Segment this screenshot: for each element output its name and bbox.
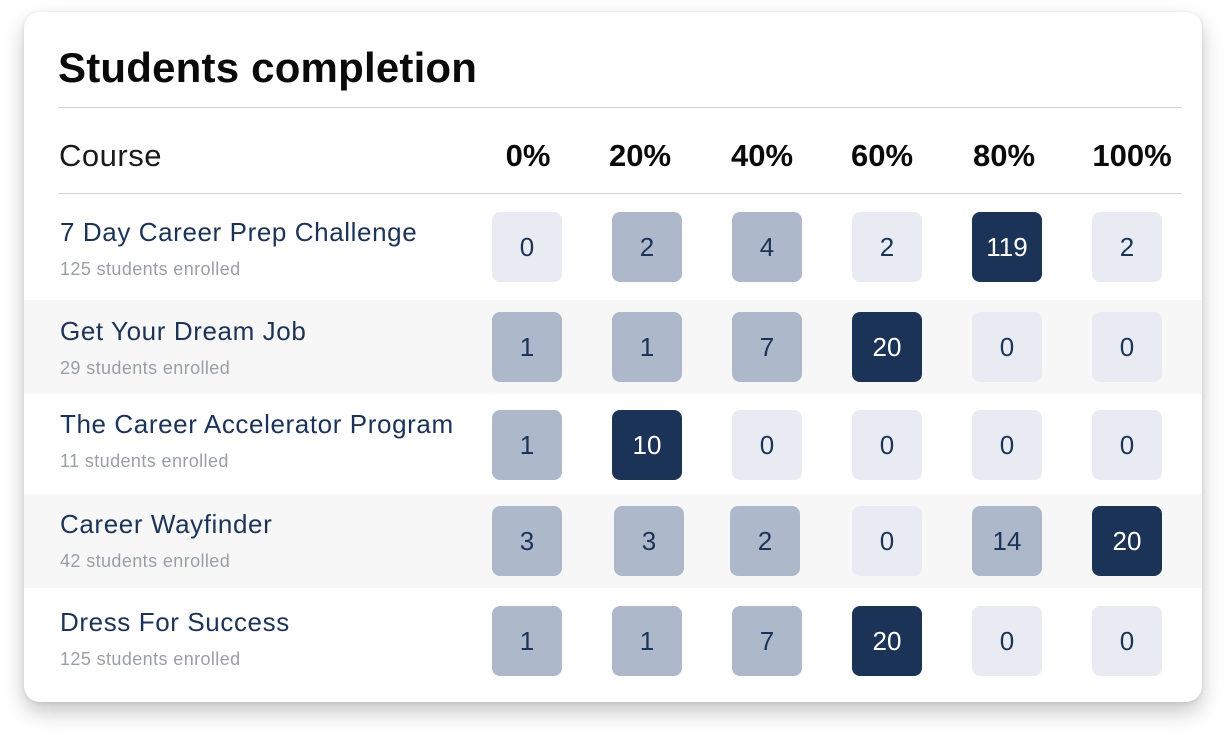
completion-cell-40[interactable]: 4 <box>732 212 802 282</box>
completion-cell-100[interactable]: 20 <box>1092 506 1162 576</box>
completion-cell-60[interactable]: 0 <box>852 506 922 576</box>
course-name[interactable]: Get Your Dream Job <box>60 316 307 346</box>
completion-cell-80[interactable]: 119 <box>972 212 1042 282</box>
completion-cell-40[interactable]: 7 <box>732 606 802 676</box>
course-name[interactable]: The Career Accelerator Program <box>60 409 454 439</box>
card-title: Students completion <box>58 44 478 91</box>
table-row: Get Your Dream Job 29 students enrolled 1 1… <box>24 300 1202 394</box>
table-header: Course 0% 20% 40% 60% 80% 100% <box>24 136 1202 176</box>
completion-cell-100[interactable]: 0 <box>1092 606 1162 676</box>
table-row: The Career Accelerator Program 11 student… <box>24 394 1202 494</box>
enrolled-count: 125 students enrolled <box>60 649 241 669</box>
completion-cell-40[interactable]: 0 <box>732 410 802 480</box>
completion-cell-0[interactable]: 1 <box>492 312 562 382</box>
completion-cell-100[interactable]: 0 <box>1092 410 1162 480</box>
completion-cell-60[interactable]: 20 <box>852 312 922 382</box>
completion-cell-100[interactable]: 0 <box>1092 312 1162 382</box>
column-header-80: 80% <box>972 138 1036 173</box>
completion-cell-0[interactable]: 1 <box>492 606 562 676</box>
completion-cell-0[interactable]: 3 <box>492 506 562 576</box>
column-header-20: 20% <box>608 138 672 173</box>
completion-cell-60[interactable]: 0 <box>852 410 922 480</box>
title-divider <box>58 107 1182 108</box>
course-name[interactable]: Dress For Success <box>60 607 290 637</box>
completion-cell-80[interactable]: 0 <box>972 410 1042 480</box>
column-header-100: 100% <box>1092 138 1172 173</box>
column-header-40: 40% <box>730 138 794 173</box>
course-name[interactable]: 7 Day Career Prep Challenge <box>60 217 418 247</box>
completion-cell-0[interactable]: 0 <box>492 212 562 282</box>
enrolled-count: 42 students enrolled <box>60 551 231 571</box>
completion-cell-20[interactable]: 3 <box>614 506 684 576</box>
table-row: 7 Day Career Prep Challenge 125 students … <box>24 200 1202 300</box>
table-row: Dress For Success 125 students enrolled 1 1… <box>24 588 1202 688</box>
column-header-0: 0% <box>505 138 551 173</box>
column-header-course: Course <box>59 138 162 173</box>
table-row: Career Wayfinder 42 students enrolled 3 3 2 0… <box>24 494 1202 588</box>
completion-cell-20[interactable]: 1 <box>612 312 682 382</box>
enrolled-count: 29 students enrolled <box>60 358 231 378</box>
completion-cell-40[interactable]: 7 <box>732 312 802 382</box>
completion-cell-80[interactable]: 0 <box>972 312 1042 382</box>
completion-cell-60[interactable]: 20 <box>852 606 922 676</box>
completion-cell-20[interactable]: 2 <box>612 212 682 282</box>
column-header-60: 60% <box>850 138 914 173</box>
completion-cell-0[interactable]: 1 <box>492 410 562 480</box>
header-divider <box>58 193 1182 194</box>
completion-cell-80[interactable]: 0 <box>972 606 1042 676</box>
enrolled-count: 11 students enrolled <box>60 451 229 471</box>
completion-cell-80[interactable]: 14 <box>972 506 1042 576</box>
completion-cell-20[interactable]: 1 <box>612 606 682 676</box>
completion-cell-100[interactable]: 2 <box>1092 212 1162 282</box>
enrolled-count: 125 students enrolled <box>60 259 241 279</box>
course-name[interactable]: Career Wayfinder <box>60 509 273 539</box>
completion-cell-60[interactable]: 2 <box>852 212 922 282</box>
completion-cell-40[interactable]: 2 <box>730 506 800 576</box>
students-completion-card: Students completion Course 0% 20% 40% 60… <box>24 12 1202 702</box>
completion-cell-20[interactable]: 10 <box>612 410 682 480</box>
